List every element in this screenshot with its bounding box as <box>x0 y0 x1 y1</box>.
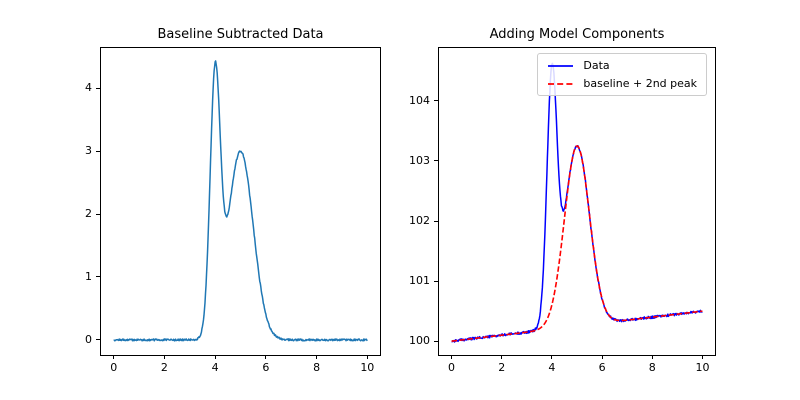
chart-title-baseline-subtracted: Baseline Subtracted Data <box>157 27 324 42</box>
y-tick-label: 104 <box>409 93 430 107</box>
y-tick-label: 4 <box>85 81 92 95</box>
plot-area <box>113 60 368 342</box>
x-tick-mark <box>701 355 703 359</box>
x-tick-label: 2 <box>160 361 168 374</box>
axes-baseline-subtracted: 0 2 4 6 8 10 0 1 2 3 4 <box>85 47 381 374</box>
x-tick-mark <box>451 355 453 359</box>
y-tick-mark <box>434 220 438 222</box>
legend-entry-baseline-2nd-peak: baseline + 2nd peak <box>547 77 697 90</box>
x-tick-label: 2 <box>498 361 506 374</box>
x-tick-label: 4 <box>548 361 556 374</box>
y-tick-mark <box>96 276 100 278</box>
x-tick-mark <box>366 355 368 359</box>
series-line-baseline-2nd-peak <box>451 145 703 342</box>
x-tick-mark <box>601 355 603 359</box>
legend-label-baseline-2nd-peak: baseline + 2nd peak <box>583 77 697 90</box>
y-tick-mark <box>434 160 438 162</box>
x-tick-mark <box>316 355 318 359</box>
chart-title-adding-model-components: Adding Model Components <box>489 27 665 42</box>
x-tick-label: 4 <box>211 361 219 374</box>
y-tick-label: 2 <box>85 207 92 221</box>
legend: Data baseline + 2nd peak <box>537 53 707 96</box>
plot-area <box>451 62 703 343</box>
y-tick-label: 102 <box>409 214 430 228</box>
y-tick-label: 0 <box>85 332 92 346</box>
series-line-baseline-subtracted-data <box>113 60 368 342</box>
y-tick-mark <box>434 280 438 282</box>
x-tick-label: 10 <box>360 361 375 374</box>
x-tick-mark <box>651 355 653 359</box>
axes-adding-model-components: Data baseline + 2nd peak 0 2 4 6 8 10 100 101 10… <box>409 47 716 374</box>
x-tick-label: 8 <box>648 361 656 374</box>
x-tick-label: 8 <box>313 361 321 374</box>
y-tick-label: 1 <box>85 269 92 283</box>
y-tick-mark <box>96 213 100 215</box>
series-line-data <box>451 62 703 343</box>
x-tick-mark <box>265 355 267 359</box>
legend-entry-data: Data <box>547 59 697 72</box>
x-tick-label: 6 <box>262 361 270 374</box>
x-tick-label: 6 <box>598 361 606 374</box>
solid-line-icon <box>548 64 574 67</box>
dashed-line-icon <box>548 82 574 85</box>
x-tick-mark <box>113 355 115 359</box>
y-tick-label: 100 <box>409 334 430 348</box>
x-tick-mark <box>551 355 553 359</box>
x-tick-label: 0 <box>110 361 118 374</box>
x-tick-label: 0 <box>448 361 456 374</box>
y-tick-mark <box>434 100 438 102</box>
y-tick-mark <box>96 339 100 341</box>
y-tick-mark <box>96 87 100 89</box>
y-tick-mark <box>434 340 438 342</box>
legend-label-data: Data <box>583 59 610 72</box>
x-tick-mark <box>214 355 216 359</box>
y-tick-mark <box>96 150 100 152</box>
y-tick-label: 3 <box>85 144 92 158</box>
x-tick-mark <box>501 355 503 359</box>
y-tick-label: 101 <box>409 274 430 288</box>
x-tick-mark <box>163 355 165 359</box>
x-tick-label: 10 <box>695 361 710 374</box>
y-tick-label: 103 <box>409 153 430 167</box>
